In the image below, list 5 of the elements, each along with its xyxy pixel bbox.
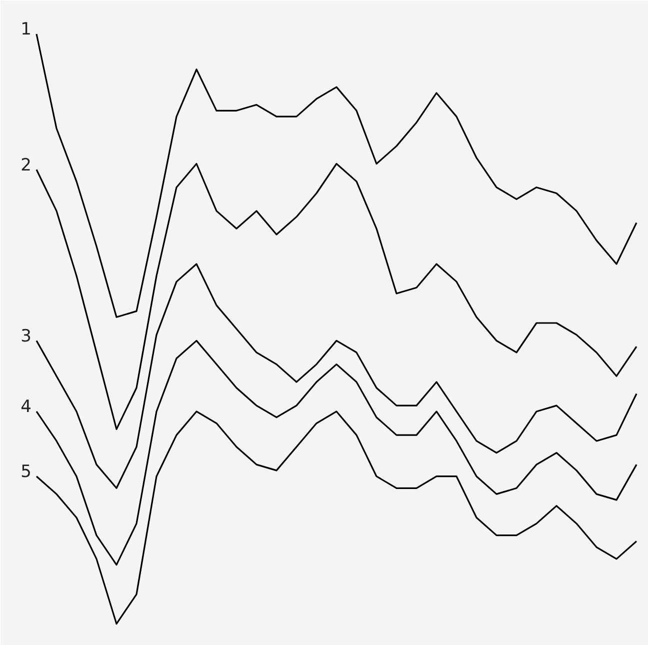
series-label: 4 <box>20 397 32 418</box>
series-label: 1 <box>20 20 32 40</box>
series-label: 5 <box>20 462 32 482</box>
series-label: 3 <box>20 326 32 346</box>
series-label: 2 <box>20 155 32 176</box>
